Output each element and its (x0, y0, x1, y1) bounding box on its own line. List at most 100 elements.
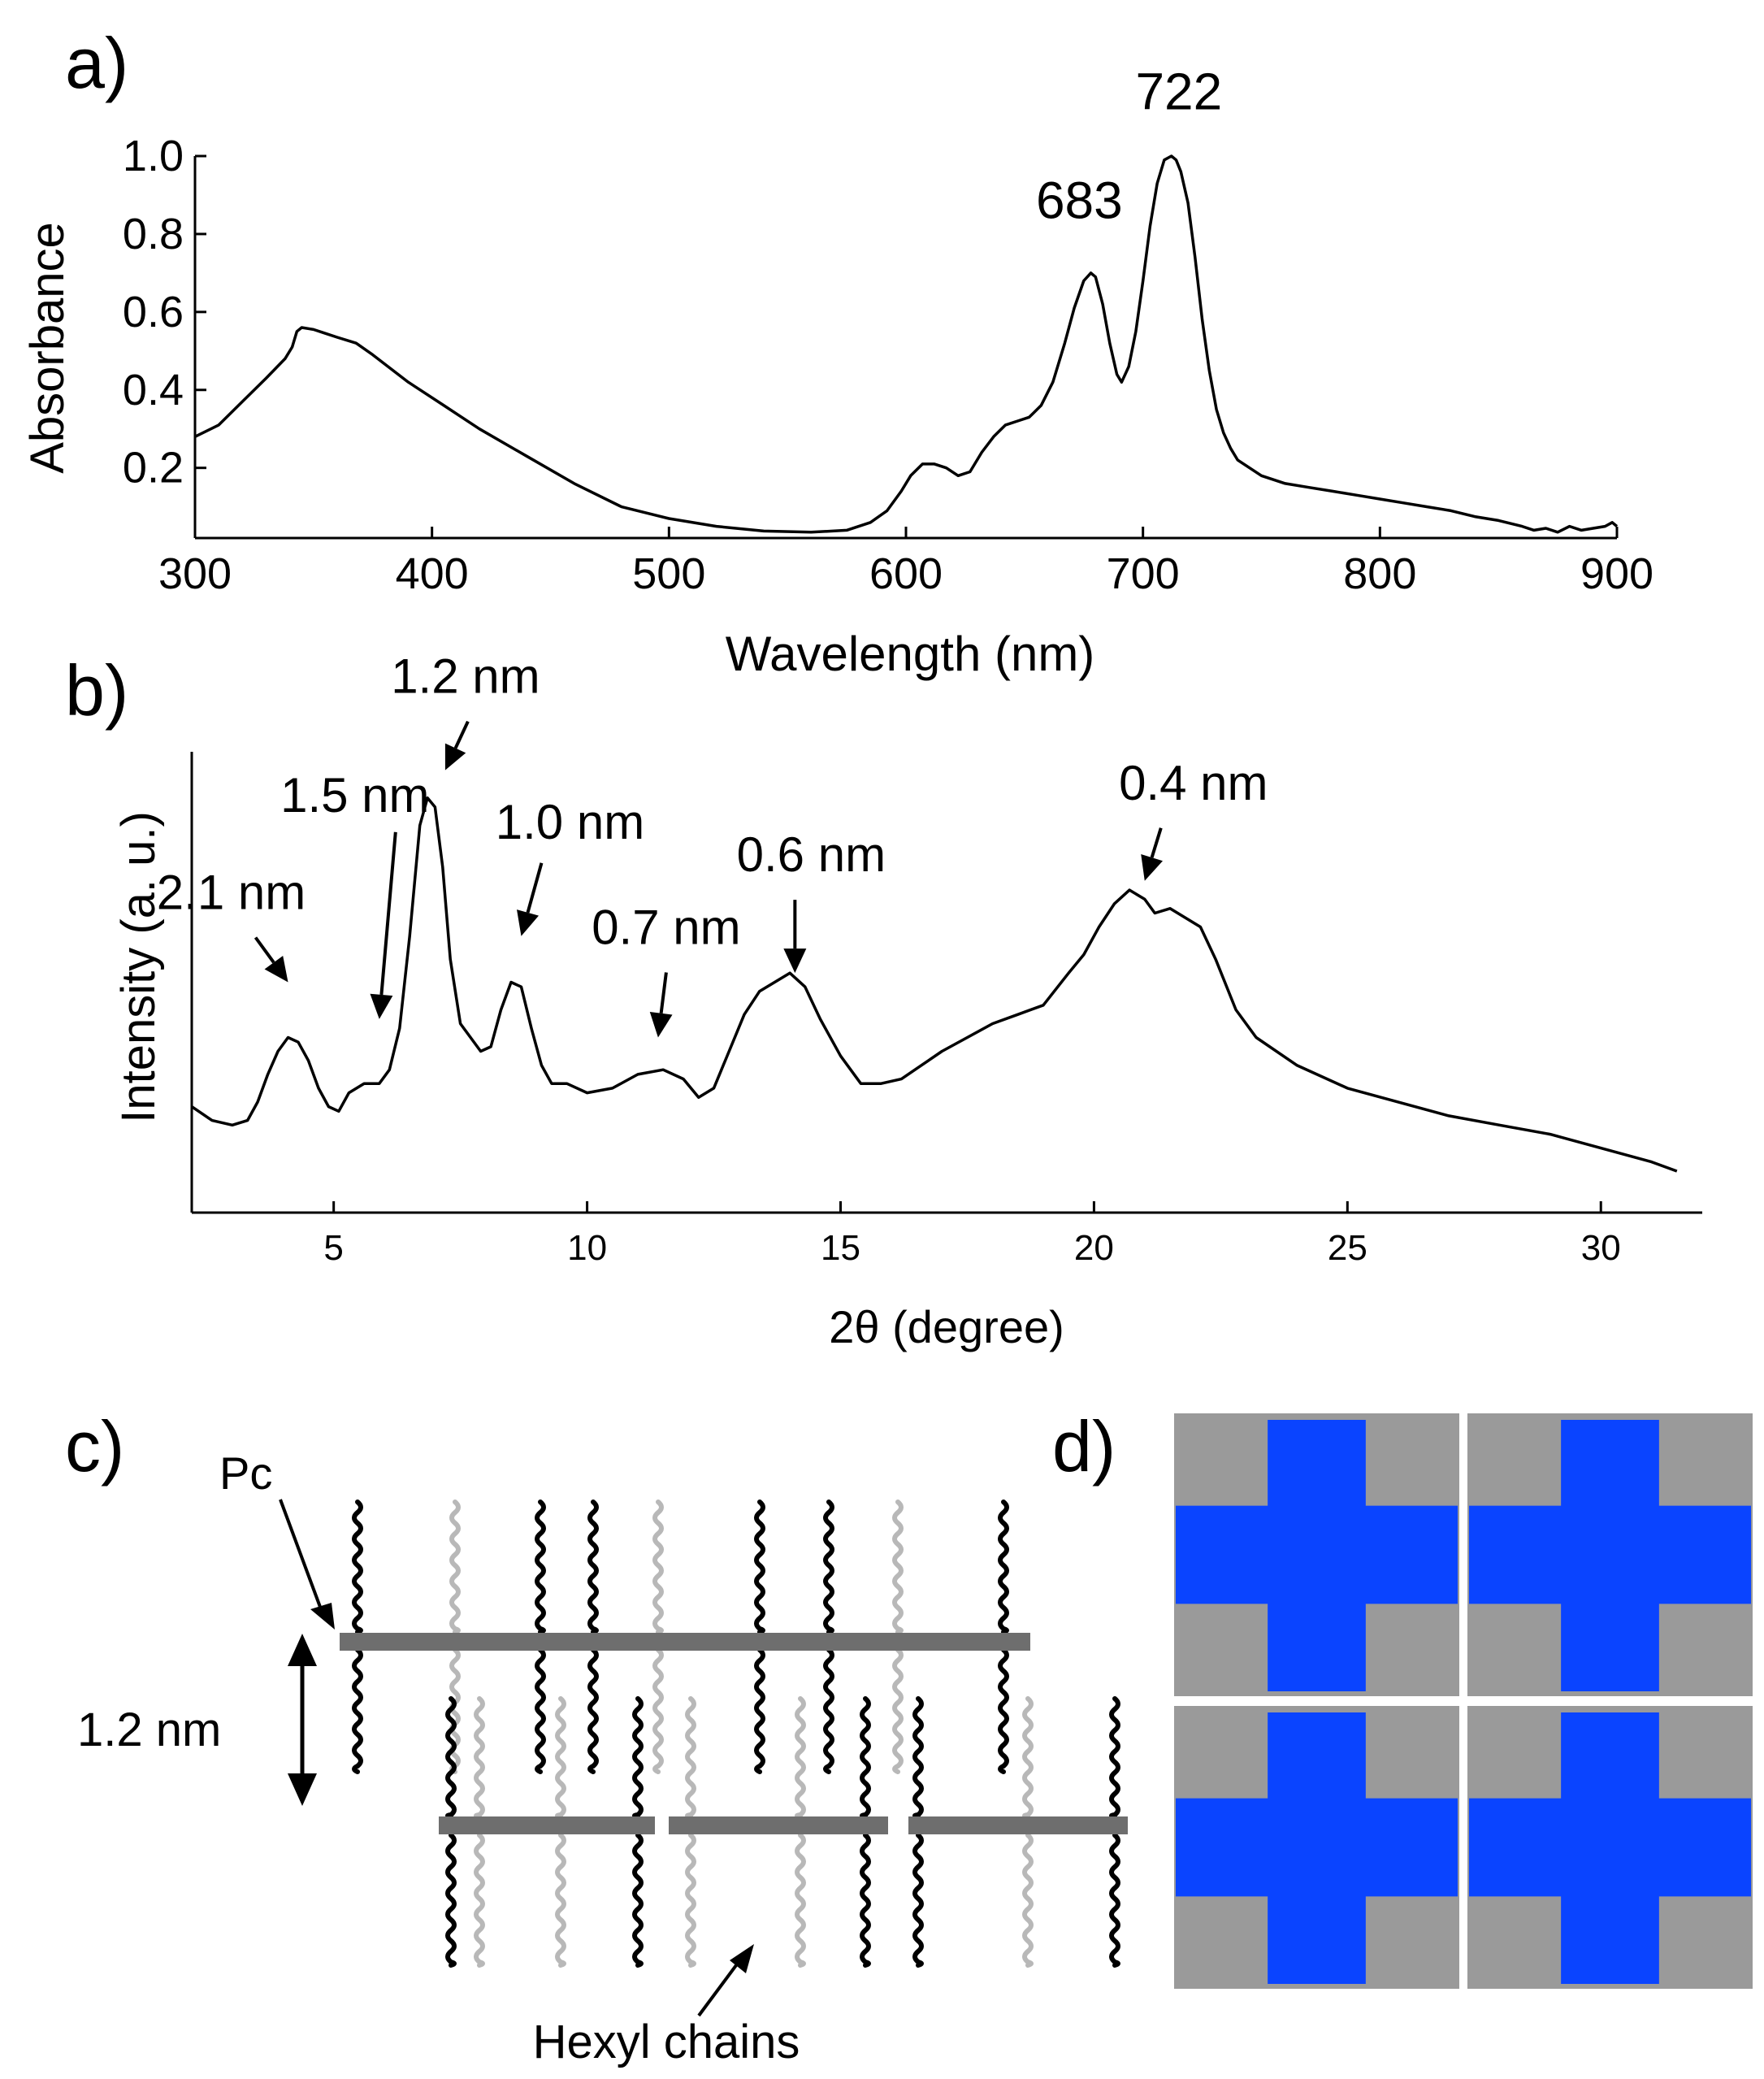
hexyl-chain (587, 1500, 599, 1634)
annotation-arrowhead (649, 1012, 673, 1038)
pc-pointer-arrow (279, 1499, 325, 1617)
absorbance-chart: 300 400 500 600 700 800 900 0.2 0.4 0.6 0.8 1.0 68… (21, 62, 1653, 681)
xrd-chart: 5 10 15 20 25 30 2.1 nm 1.5 nm 1.2 nm 1.0 nm 0.7 … (112, 649, 1702, 1352)
distance-label: 1.2 nm (77, 1704, 221, 1756)
peak-label: 722 (1135, 62, 1222, 120)
x-tick-label: 800 (1343, 549, 1416, 598)
pc-arrowhead (310, 1603, 335, 1630)
x-tick-label: 600 (869, 549, 943, 598)
hexyl-chain (892, 1500, 904, 1634)
hexyl-chain (449, 1647, 461, 1774)
x-tick-label: 500 (632, 549, 705, 598)
panel-label-d: d) (1052, 1406, 1116, 1487)
annotation-arrow (1150, 827, 1163, 858)
hexyl-chain (352, 1647, 363, 1774)
pc-cross (1469, 1420, 1751, 1691)
y-tick-label: 0.2 (123, 444, 184, 493)
hexyl-chain (754, 1647, 765, 1774)
x-tick-label: 400 (396, 549, 469, 598)
hexyl-chains (352, 1500, 1120, 1968)
hexyl-chain (535, 1500, 546, 1634)
d-spacing-label: 1.5 nm (280, 768, 429, 822)
hexyl-chain (652, 1647, 664, 1774)
hexyl-chain (823, 1500, 834, 1634)
hexyl-chain (587, 1647, 599, 1774)
hexyl-chain (1022, 1696, 1034, 1819)
hexyl-chain (632, 1833, 644, 1968)
hexyl-chain (474, 1696, 485, 1819)
panel-a: a) 300 400 500 600 700 800 900 0.2 0.4 0.6 0.8 1.0… (21, 23, 1653, 681)
hexyl-chain (445, 1833, 457, 1968)
annotation-arrow (526, 862, 544, 914)
y-tick-label: 0.4 (123, 366, 184, 414)
d-spacing-label: 1.0 nm (496, 795, 644, 849)
annotation-arrow (659, 972, 668, 1014)
panel-b: b) 5 10 15 20 25 30 2.1 nm 1.5 nm 1.2 nm 1.0 nm 0… (65, 649, 1702, 1352)
hexyl-chain (754, 1500, 765, 1634)
peak-label: 683 (1036, 171, 1123, 230)
y-tick-label: 0.8 (123, 210, 184, 258)
x-tick-label: 900 (1580, 549, 1653, 598)
x-axis-label: Wavelength (nm) (726, 627, 1095, 681)
panel-c: c) Pc 1.2 nm Hexyl chains (65, 1406, 1128, 2068)
x-tick-label: 700 (1107, 549, 1180, 598)
hexyl-chain (912, 1833, 924, 1968)
d-spacing-label: 2.1 nm (157, 866, 306, 920)
hexyl-chain (352, 1500, 363, 1634)
pc-cross (1176, 1712, 1458, 1984)
hexyl-chain (555, 1833, 566, 1968)
distance-arrowhead-bottom (288, 1773, 317, 1806)
hexyl-chain (1022, 1833, 1034, 1968)
x-tick-label: 5 (323, 1228, 343, 1268)
hexyl-chain (685, 1833, 696, 1968)
y-tick-label: 1.0 (123, 132, 184, 180)
chains-pointer-arrow (697, 1957, 743, 2017)
hexyl-chain (535, 1647, 546, 1774)
pc-label: Pc (219, 1447, 272, 1499)
pc-layers (340, 1633, 1128, 1834)
annotation-arrow (379, 831, 397, 996)
x-tick-label: 20 (1074, 1228, 1114, 1268)
panel-d: d) (1052, 1406, 1756, 1992)
annotation-arrowhead (1141, 853, 1163, 881)
series-line-xrd (191, 796, 1678, 1173)
hexyl-chain (860, 1696, 871, 1819)
y-axis-label: Absorbance (21, 222, 74, 474)
panel-label-c: c) (65, 1406, 124, 1487)
d-spacing-label: 1.2 nm (391, 649, 540, 704)
hexyl-chain (1109, 1833, 1120, 1968)
hexyl-chain (823, 1647, 834, 1774)
annotation-arrowhead (444, 743, 466, 770)
annotation-arrowhead (264, 956, 288, 983)
chains-arrowhead (730, 1944, 754, 1973)
annotation-arrow (254, 936, 275, 964)
y-tick-label: 0.6 (123, 288, 184, 336)
series-line-uv-vis (194, 154, 1619, 534)
hexyl-chain (892, 1647, 904, 1774)
x-tick-label: 25 (1328, 1228, 1367, 1268)
hexyl-chain (795, 1696, 806, 1819)
hexyl-chain (555, 1696, 566, 1819)
d-spacing-label: 0.6 nm (737, 827, 886, 882)
pc-cross (1469, 1712, 1751, 1984)
d-spacing-label: 0.4 nm (1119, 756, 1268, 810)
hexyl-chain (445, 1696, 457, 1819)
hexyl-chain (912, 1696, 924, 1819)
y-axis-label: Intensity (a. u.) (112, 811, 165, 1123)
x-tick-label: 30 (1581, 1228, 1621, 1268)
hexyl-chain (795, 1833, 806, 1968)
hexyl-chain (474, 1833, 485, 1968)
hexyl-chain (998, 1500, 1009, 1634)
hexyl-chain (632, 1696, 644, 1819)
pc-cross (1176, 1420, 1458, 1691)
chains-label: Hexyl chains (533, 2016, 800, 2068)
annotation-arrowhead (783, 948, 807, 974)
annotation-arrowhead (517, 909, 540, 936)
distance-arrowhead-top (288, 1634, 317, 1666)
x-axis-label: 2θ (degree) (829, 1301, 1064, 1352)
hexyl-chain (860, 1833, 871, 1968)
hexyl-chain (998, 1647, 1009, 1774)
panel-label-b: b) (65, 650, 128, 731)
hexyl-chain (652, 1500, 664, 1634)
